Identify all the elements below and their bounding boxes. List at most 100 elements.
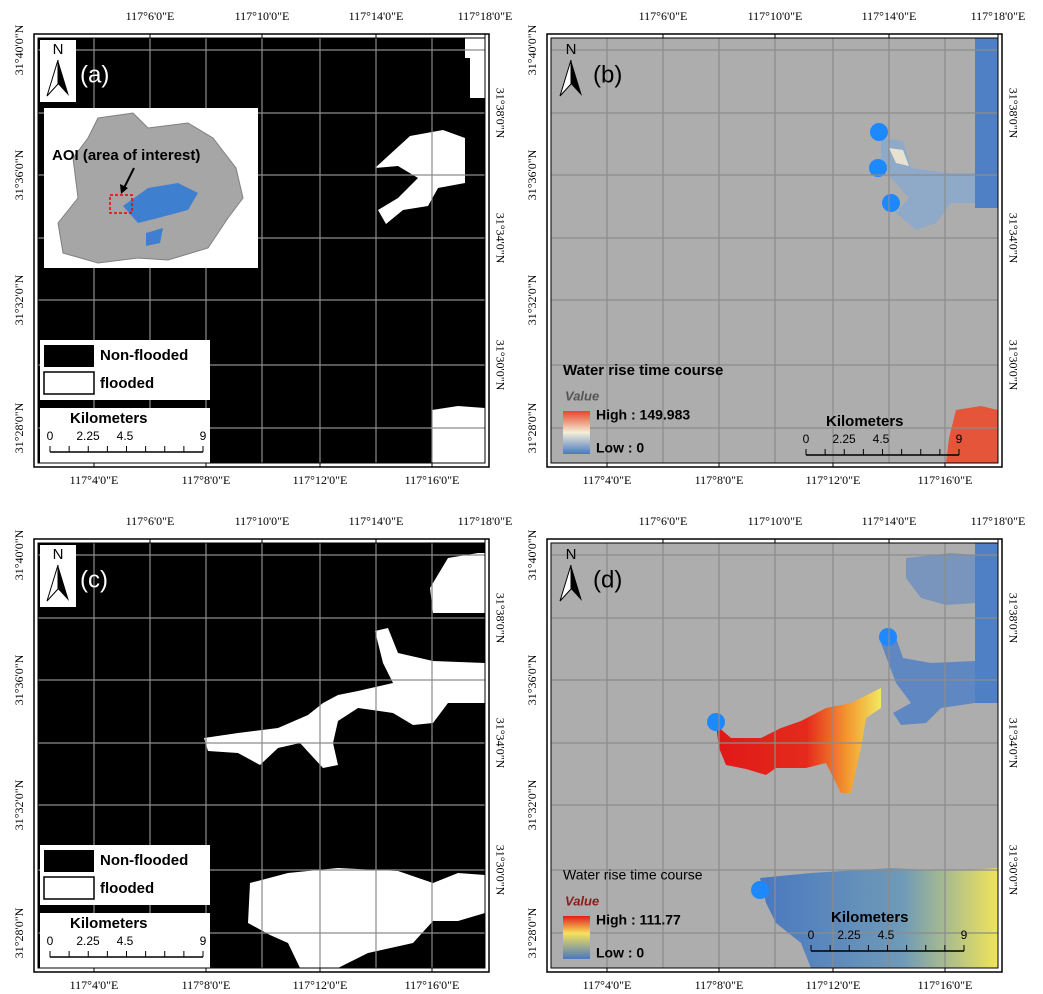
longitude-label: 117°10'0"E [235, 514, 290, 528]
longitude-label: 117°14'0"E [349, 9, 404, 23]
legend-high: High : 111.77 [596, 912, 681, 928]
longitude-label: 117°18'0"E [971, 514, 1026, 528]
longitude-label: 117°18'0"E [971, 9, 1026, 23]
latitude-label: 31°38'0"N [493, 88, 507, 139]
longitude-label: 117°6'0"E [126, 9, 175, 23]
longitude-label: 117°10'0"E [235, 9, 290, 23]
latitude-label: 31°32'0"N [12, 779, 26, 830]
scale-tick-label: 0 [803, 432, 810, 446]
latitude-label: 31°34'0"N [1006, 213, 1020, 264]
scale-tick-label: 2.25 [76, 429, 100, 443]
latitude-label: 31°30'0"N [1006, 845, 1020, 896]
legend-label: flooded [100, 880, 154, 897]
north-letter: N [566, 546, 577, 563]
flooded-area [432, 406, 485, 463]
longitude-label: 117°6'0"E [639, 514, 688, 528]
scale-tick-label: 2.25 [76, 934, 100, 948]
latitude-label: 31°32'0"N [525, 779, 539, 830]
longitude-label: 117°14'0"E [862, 514, 917, 528]
longitude-label: 117°12'0"E [806, 978, 861, 992]
latitude-label: 31°34'0"N [493, 213, 507, 264]
longitude-label: 117°12'0"E [293, 978, 348, 992]
longitude-label: 117°18'0"E [458, 9, 513, 23]
latitude-label: 31°34'0"N [493, 718, 507, 769]
latitude-label: 31°38'0"N [493, 593, 507, 644]
longitude-label: 117°16'0"E [918, 978, 973, 992]
scale-title: Kilometers [70, 410, 148, 427]
inset-label: AOI (area of interest) [52, 147, 200, 164]
scale-tick-label: 0 [47, 429, 54, 443]
scale-title: Kilometers [831, 909, 909, 926]
longitude-label: 117°6'0"E [126, 514, 175, 528]
longitude-label: 117°8'0"E [695, 978, 744, 992]
longitude-label: 117°16'0"E [405, 473, 460, 487]
color-ramp [563, 411, 590, 454]
latitude-label: 31°38'0"N [1006, 88, 1020, 139]
panel-label: (d) [593, 566, 622, 593]
longitude-label: 117°18'0"E [458, 514, 513, 528]
longitude-label: 117°10'0"E [748, 514, 803, 528]
gauge-point [870, 123, 888, 141]
latitude-label: 31°36'0"N [525, 654, 539, 705]
longitude-label: 117°8'0"E [695, 473, 744, 487]
longitude-label: 117°4'0"E [583, 978, 632, 992]
gauge-point [869, 159, 887, 177]
legend-subtitle: Value [565, 893, 599, 908]
latitude-label: 31°34'0"N [1006, 718, 1020, 769]
map-panel: N (c) Non-flooded flooded Kilometers 0 2.25 4.5… [12, 514, 513, 992]
north-letter: N [53, 546, 64, 563]
legend-label: flooded [100, 375, 154, 392]
scale-tick-label: 4.5 [878, 928, 895, 942]
latitude-label: 31°30'0"N [1006, 340, 1020, 391]
longitude-label: 117°8'0"E [182, 473, 231, 487]
longitude-label: 117°10'0"E [748, 9, 803, 23]
scale-tick-label: 2.25 [837, 928, 861, 942]
scale-tick-label: 9 [200, 934, 207, 948]
scale-tick-label: 2.25 [832, 432, 856, 446]
scale-tick-label: 9 [200, 429, 207, 443]
scale-tick-label: 0 [808, 928, 815, 942]
latitude-label: 31°40'0"N [12, 529, 26, 580]
latitude-label: 31°28'0"N [12, 907, 26, 958]
map-panel: N (d) Water rise time course Value High : 11… [525, 514, 1026, 992]
longitude-label: 117°12'0"E [806, 473, 861, 487]
longitude-label: 117°16'0"E [405, 978, 460, 992]
longitude-label: 117°4'0"E [70, 473, 119, 487]
latitude-label: 31°36'0"N [12, 149, 26, 200]
latitude-label: 31°36'0"N [12, 654, 26, 705]
scale-tick-label: 4.5 [117, 429, 134, 443]
legend-label: Non-flooded [100, 852, 188, 869]
color-ramp [563, 916, 590, 959]
flood-extent [975, 38, 998, 208]
longitude-label: 117°4'0"E [70, 978, 119, 992]
gauge-point [751, 881, 769, 899]
north-letter: N [566, 41, 577, 58]
latitude-label: 31°40'0"N [525, 24, 539, 75]
scale-title: Kilometers [70, 915, 148, 932]
panel-label: (a) [80, 61, 109, 88]
flood-extent [975, 543, 998, 703]
legend-low: Low : 0 [596, 945, 644, 961]
gauge-point [707, 713, 725, 731]
legend-swatch [44, 345, 94, 367]
latitude-label: 31°40'0"N [12, 24, 26, 75]
gauge-point [879, 628, 897, 646]
scale-tick-label: 4.5 [117, 934, 134, 948]
scale-tick-label: 4.5 [873, 432, 890, 446]
longitude-label: 117°14'0"E [862, 9, 917, 23]
legend-subtitle: Value [565, 388, 599, 403]
legend-swatch [44, 850, 94, 872]
latitude-label: 31°28'0"N [525, 907, 539, 958]
scale-tick-label: 9 [961, 928, 968, 942]
scale-tick-label: 0 [47, 934, 54, 948]
latitude-label: 31°28'0"N [12, 402, 26, 453]
panel-label: (c) [80, 566, 108, 593]
legend-title: Water rise time course [563, 867, 703, 883]
latitude-label: 31°38'0"N [1006, 593, 1020, 644]
longitude-label: 117°14'0"E [349, 514, 404, 528]
legend-swatch [44, 877, 94, 899]
legend-swatch [44, 372, 94, 394]
north-letter: N [53, 41, 64, 58]
longitude-label: 117°8'0"E [182, 978, 231, 992]
